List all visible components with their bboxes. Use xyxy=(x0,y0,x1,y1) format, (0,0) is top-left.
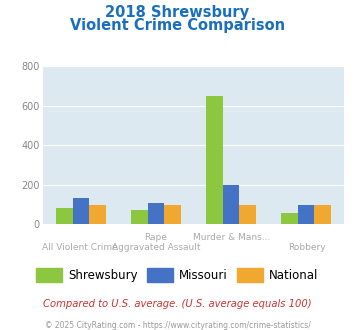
Bar xyxy=(164,205,181,224)
Text: 2018 Shrewsbury: 2018 Shrewsbury xyxy=(105,5,250,20)
Bar xyxy=(297,205,314,224)
Bar xyxy=(131,210,148,224)
Text: © 2025 CityRating.com - https://www.cityrating.com/crime-statistics/: © 2025 CityRating.com - https://www.city… xyxy=(45,321,310,330)
Legend: Shrewsbury, Missouri, National: Shrewsbury, Missouri, National xyxy=(32,263,323,286)
Text: Violent Crime Comparison: Violent Crime Comparison xyxy=(70,18,285,33)
Bar xyxy=(206,96,223,224)
Text: Rape: Rape xyxy=(144,233,167,242)
Text: Robbery: Robbery xyxy=(288,243,326,251)
Bar xyxy=(56,208,73,224)
Bar xyxy=(73,198,89,224)
Bar xyxy=(89,205,106,224)
Bar xyxy=(281,213,297,224)
Text: Aggravated Assault: Aggravated Assault xyxy=(111,243,200,251)
Bar xyxy=(314,205,331,224)
Bar xyxy=(223,185,239,224)
Bar xyxy=(239,205,256,224)
Text: Murder & Mans...: Murder & Mans... xyxy=(192,233,270,242)
Text: All Violent Crime: All Violent Crime xyxy=(43,243,118,251)
Text: Compared to U.S. average. (U.S. average equals 100): Compared to U.S. average. (U.S. average … xyxy=(43,299,312,309)
Bar xyxy=(148,203,164,224)
